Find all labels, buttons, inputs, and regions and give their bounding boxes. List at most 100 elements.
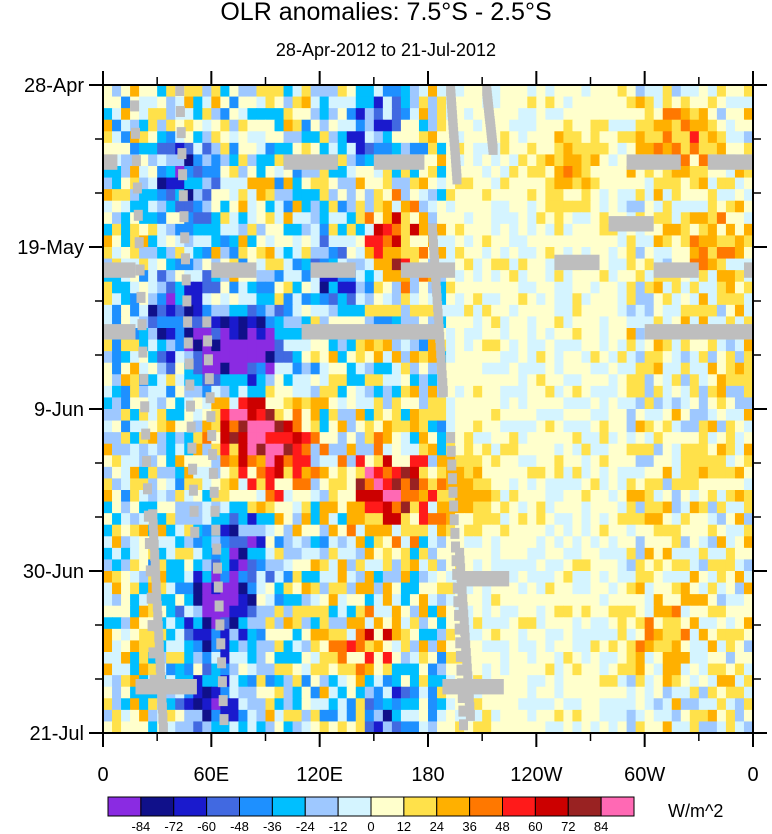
field-cell [319,524,330,537]
field-cell [103,351,113,364]
field-cell [229,281,240,294]
field-cell [743,675,754,688]
field-cell [130,663,140,676]
field-cell [310,212,321,225]
field-cell [310,640,321,653]
field-cell [500,339,510,352]
field-cell [238,582,249,595]
colorbar-swatch [206,796,241,817]
field-cell [545,177,555,190]
field-cell [491,420,501,433]
field-cell [112,119,122,132]
field-cell [590,559,601,572]
missing-cell [450,527,460,539]
field-cell [428,316,438,329]
field-cell [229,339,240,352]
missing-cell [461,648,471,660]
field-cell [121,293,131,306]
field-cell [455,409,465,422]
field-cell [157,432,167,445]
missing-bar [301,324,443,340]
field-cell [635,142,646,156]
field-cell [292,316,303,329]
field-cell [635,617,646,630]
missing-cell [456,563,466,575]
field-cell [319,536,330,549]
colorbar-label: -60 [197,819,216,834]
field-cell [373,247,384,260]
field-cell [301,304,312,318]
field-cell [455,351,465,364]
missing-cell [212,543,222,555]
field-cell [428,501,438,514]
field-cell [437,166,447,179]
field-cell [680,385,691,399]
field-cell [238,200,249,213]
field-cell [518,154,528,167]
field-cell [743,339,754,352]
field-cell [283,235,294,248]
field-cell [428,686,438,699]
field-cell [130,420,140,433]
field-cell [391,582,402,595]
missing-cell [449,500,459,512]
field-cell [256,617,267,630]
field-cell [617,281,628,294]
field-cell [256,293,267,306]
field-cell [103,304,113,318]
field-cell [265,304,276,318]
field-cell [473,709,483,723]
field-cell [211,686,221,699]
field-cell [418,640,429,653]
field-cell [274,328,285,341]
field-cell [265,582,276,595]
field-cell [283,443,294,456]
field-cell [509,362,519,375]
field-cell [644,443,655,456]
field-cell [671,385,682,399]
field-cell [698,304,709,318]
field-cell [554,362,565,375]
x-tick-label: 0 [747,764,758,786]
field-cell [256,466,267,480]
field-cell [428,605,438,618]
field-cell [626,409,637,422]
field-cell [355,304,366,318]
field-cell [707,385,718,399]
field-cell [455,374,465,387]
field-cell [274,397,285,410]
field-cell [599,652,610,665]
field-cell [274,293,285,306]
field-cell [581,339,592,352]
field-cell [716,270,727,283]
field-cell [698,617,709,630]
field-cell [364,686,375,699]
field-cell [644,571,655,584]
field-cell [112,675,122,688]
field-cell [626,547,637,561]
field-cell [671,547,682,561]
field-cell [283,640,294,653]
field-cell [545,328,555,341]
field-cell [166,362,176,375]
field-cell [103,652,113,665]
field-cell [563,351,574,364]
field-cell [292,270,303,283]
field-cell [635,524,646,537]
field-cell [247,420,258,433]
field-cell [689,351,700,364]
field-cell [355,258,366,271]
field-cell [265,617,276,630]
field-cell [536,328,546,341]
field-cell [319,686,330,699]
field-cell [662,166,673,179]
missing-cell [446,432,456,444]
field-cell [274,316,285,329]
field-cell [328,119,339,132]
field-cell [121,351,131,364]
field-cell [202,559,212,572]
field-cell [166,420,176,433]
field-cell [202,85,212,98]
field-cell [346,235,357,248]
field-cell [310,281,321,294]
